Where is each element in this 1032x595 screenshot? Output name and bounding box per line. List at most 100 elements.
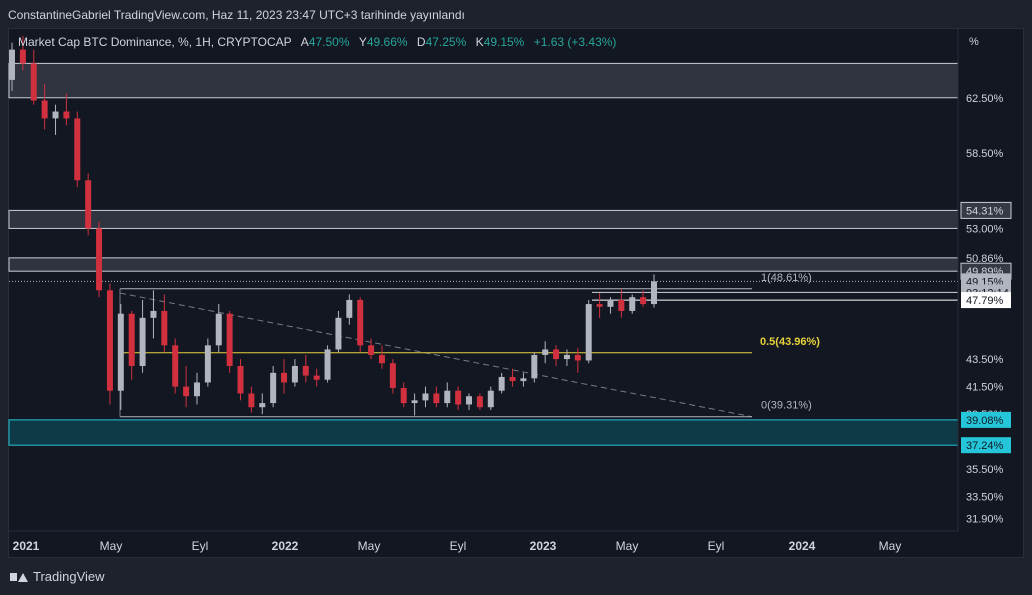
candle-body bbox=[585, 304, 592, 361]
candle-body bbox=[629, 297, 636, 311]
candle-body bbox=[128, 313, 135, 366]
fib-label-1: 0.5(43.96%) bbox=[760, 336, 820, 348]
candle-body bbox=[400, 387, 407, 404]
candle-body bbox=[411, 400, 418, 404]
candle-body bbox=[85, 180, 92, 229]
fib-label-2: 0(39.31%) bbox=[761, 400, 812, 412]
candle-body bbox=[509, 376, 516, 382]
x-tick-label: 2021 bbox=[13, 539, 40, 553]
y-tick-label: 62.50% bbox=[966, 93, 1004, 105]
y-tick-label: 33.50% bbox=[966, 492, 1004, 504]
price-label: 50.86% bbox=[966, 253, 1004, 265]
open-value: 47.50% bbox=[308, 35, 350, 49]
chart-frame[interactable] bbox=[8, 28, 1024, 558]
price-label: 39.08% bbox=[966, 415, 1004, 427]
candle-body bbox=[487, 390, 494, 408]
high-value: 49.66% bbox=[366, 35, 408, 49]
candle-body bbox=[476, 396, 483, 408]
candle-body bbox=[607, 299, 614, 307]
price-label: 47.79% bbox=[966, 295, 1004, 307]
price-label: 37.24% bbox=[966, 440, 1004, 452]
candle-body bbox=[41, 100, 48, 119]
y-tick-label: 58.50% bbox=[966, 148, 1004, 160]
low-value: 47.25% bbox=[425, 35, 467, 49]
price-label-bg bbox=[961, 292, 1011, 309]
candle-body bbox=[291, 365, 298, 383]
symbol-name: Market Cap BTC Dominance, %, 1H, CRYPTOC… bbox=[18, 35, 292, 49]
y-tick-label: 41.50% bbox=[966, 382, 1004, 394]
price-label-bg bbox=[960, 201, 1012, 219]
candle-body bbox=[106, 290, 113, 391]
candle-body bbox=[433, 393, 440, 404]
candle-body bbox=[96, 228, 103, 291]
candle-body bbox=[9, 49, 15, 80]
candle-body bbox=[444, 390, 451, 404]
candle-body bbox=[651, 281, 657, 305]
candle-body bbox=[335, 317, 342, 350]
candle-body bbox=[281, 372, 288, 383]
y-tick-label: 43.50% bbox=[966, 354, 1004, 366]
change-value: +1.63 (+3.43%) bbox=[533, 35, 617, 49]
candle-body bbox=[640, 297, 647, 305]
price-label: 54.31% bbox=[966, 205, 1004, 217]
high-label: Y bbox=[358, 35, 367, 49]
x-tick-label: Eyl bbox=[192, 539, 209, 553]
candle-body bbox=[313, 375, 320, 380]
open-label: A bbox=[300, 35, 309, 49]
published-info: ConstantineGabriel TradingView.com, Haz … bbox=[8, 8, 465, 22]
y-tick-label: 35.50% bbox=[966, 464, 1004, 476]
candle-body bbox=[63, 111, 70, 119]
candle-body bbox=[52, 111, 59, 119]
candle-body bbox=[422, 393, 429, 401]
brand-name: TradingView bbox=[33, 569, 105, 584]
candle-body bbox=[368, 345, 375, 355]
candle-body bbox=[117, 313, 124, 391]
candle-body bbox=[378, 354, 385, 364]
candle-body bbox=[139, 317, 146, 366]
candle-body bbox=[302, 365, 309, 376]
candle-body bbox=[574, 354, 581, 361]
top-bar: ConstantineGabriel TradingView.com, Haz … bbox=[0, 0, 1032, 28]
candle-body bbox=[150, 310, 157, 318]
zone-0 bbox=[8, 62, 959, 99]
zone-2 bbox=[8, 257, 959, 272]
candle-body bbox=[183, 386, 190, 397]
price-label: 53.00% bbox=[966, 223, 1004, 235]
footer-brand[interactable]: TradingView bbox=[10, 569, 105, 584]
x-tick-label: May bbox=[100, 539, 123, 553]
candle-body bbox=[520, 378, 527, 382]
y-unit-label: % bbox=[969, 36, 979, 48]
candle-body bbox=[618, 299, 625, 311]
candle-body bbox=[19, 49, 26, 64]
close-value: 49.15% bbox=[483, 35, 525, 49]
candle-body bbox=[553, 349, 560, 360]
zone-1 bbox=[8, 209, 959, 229]
y-tick-label: 31.90% bbox=[966, 514, 1004, 526]
candle-body bbox=[542, 349, 549, 355]
candle-body bbox=[455, 390, 462, 405]
price-label-bg bbox=[961, 437, 1011, 454]
candle-body bbox=[237, 365, 244, 394]
close-label: K bbox=[475, 35, 484, 49]
candle-body bbox=[357, 299, 364, 346]
candle-body bbox=[389, 363, 396, 388]
candle-body bbox=[248, 393, 255, 408]
candle-body bbox=[226, 313, 233, 366]
x-tick-label: 2022 bbox=[272, 539, 299, 553]
candle-body bbox=[531, 354, 538, 379]
candle-body bbox=[346, 299, 353, 318]
candle-body bbox=[193, 382, 200, 397]
candle-body bbox=[204, 345, 211, 383]
x-tick-label: May bbox=[358, 539, 381, 553]
x-tick-label: May bbox=[616, 539, 639, 553]
x-tick-label: May bbox=[879, 539, 902, 553]
candle-body bbox=[30, 63, 37, 101]
x-tick-label: Eyl bbox=[708, 539, 725, 553]
candle-body bbox=[161, 310, 168, 346]
trendline bbox=[119, 292, 753, 418]
candle-body bbox=[324, 349, 331, 380]
candle-body bbox=[259, 403, 266, 408]
candle-body bbox=[215, 313, 222, 346]
candle-body bbox=[498, 376, 505, 391]
